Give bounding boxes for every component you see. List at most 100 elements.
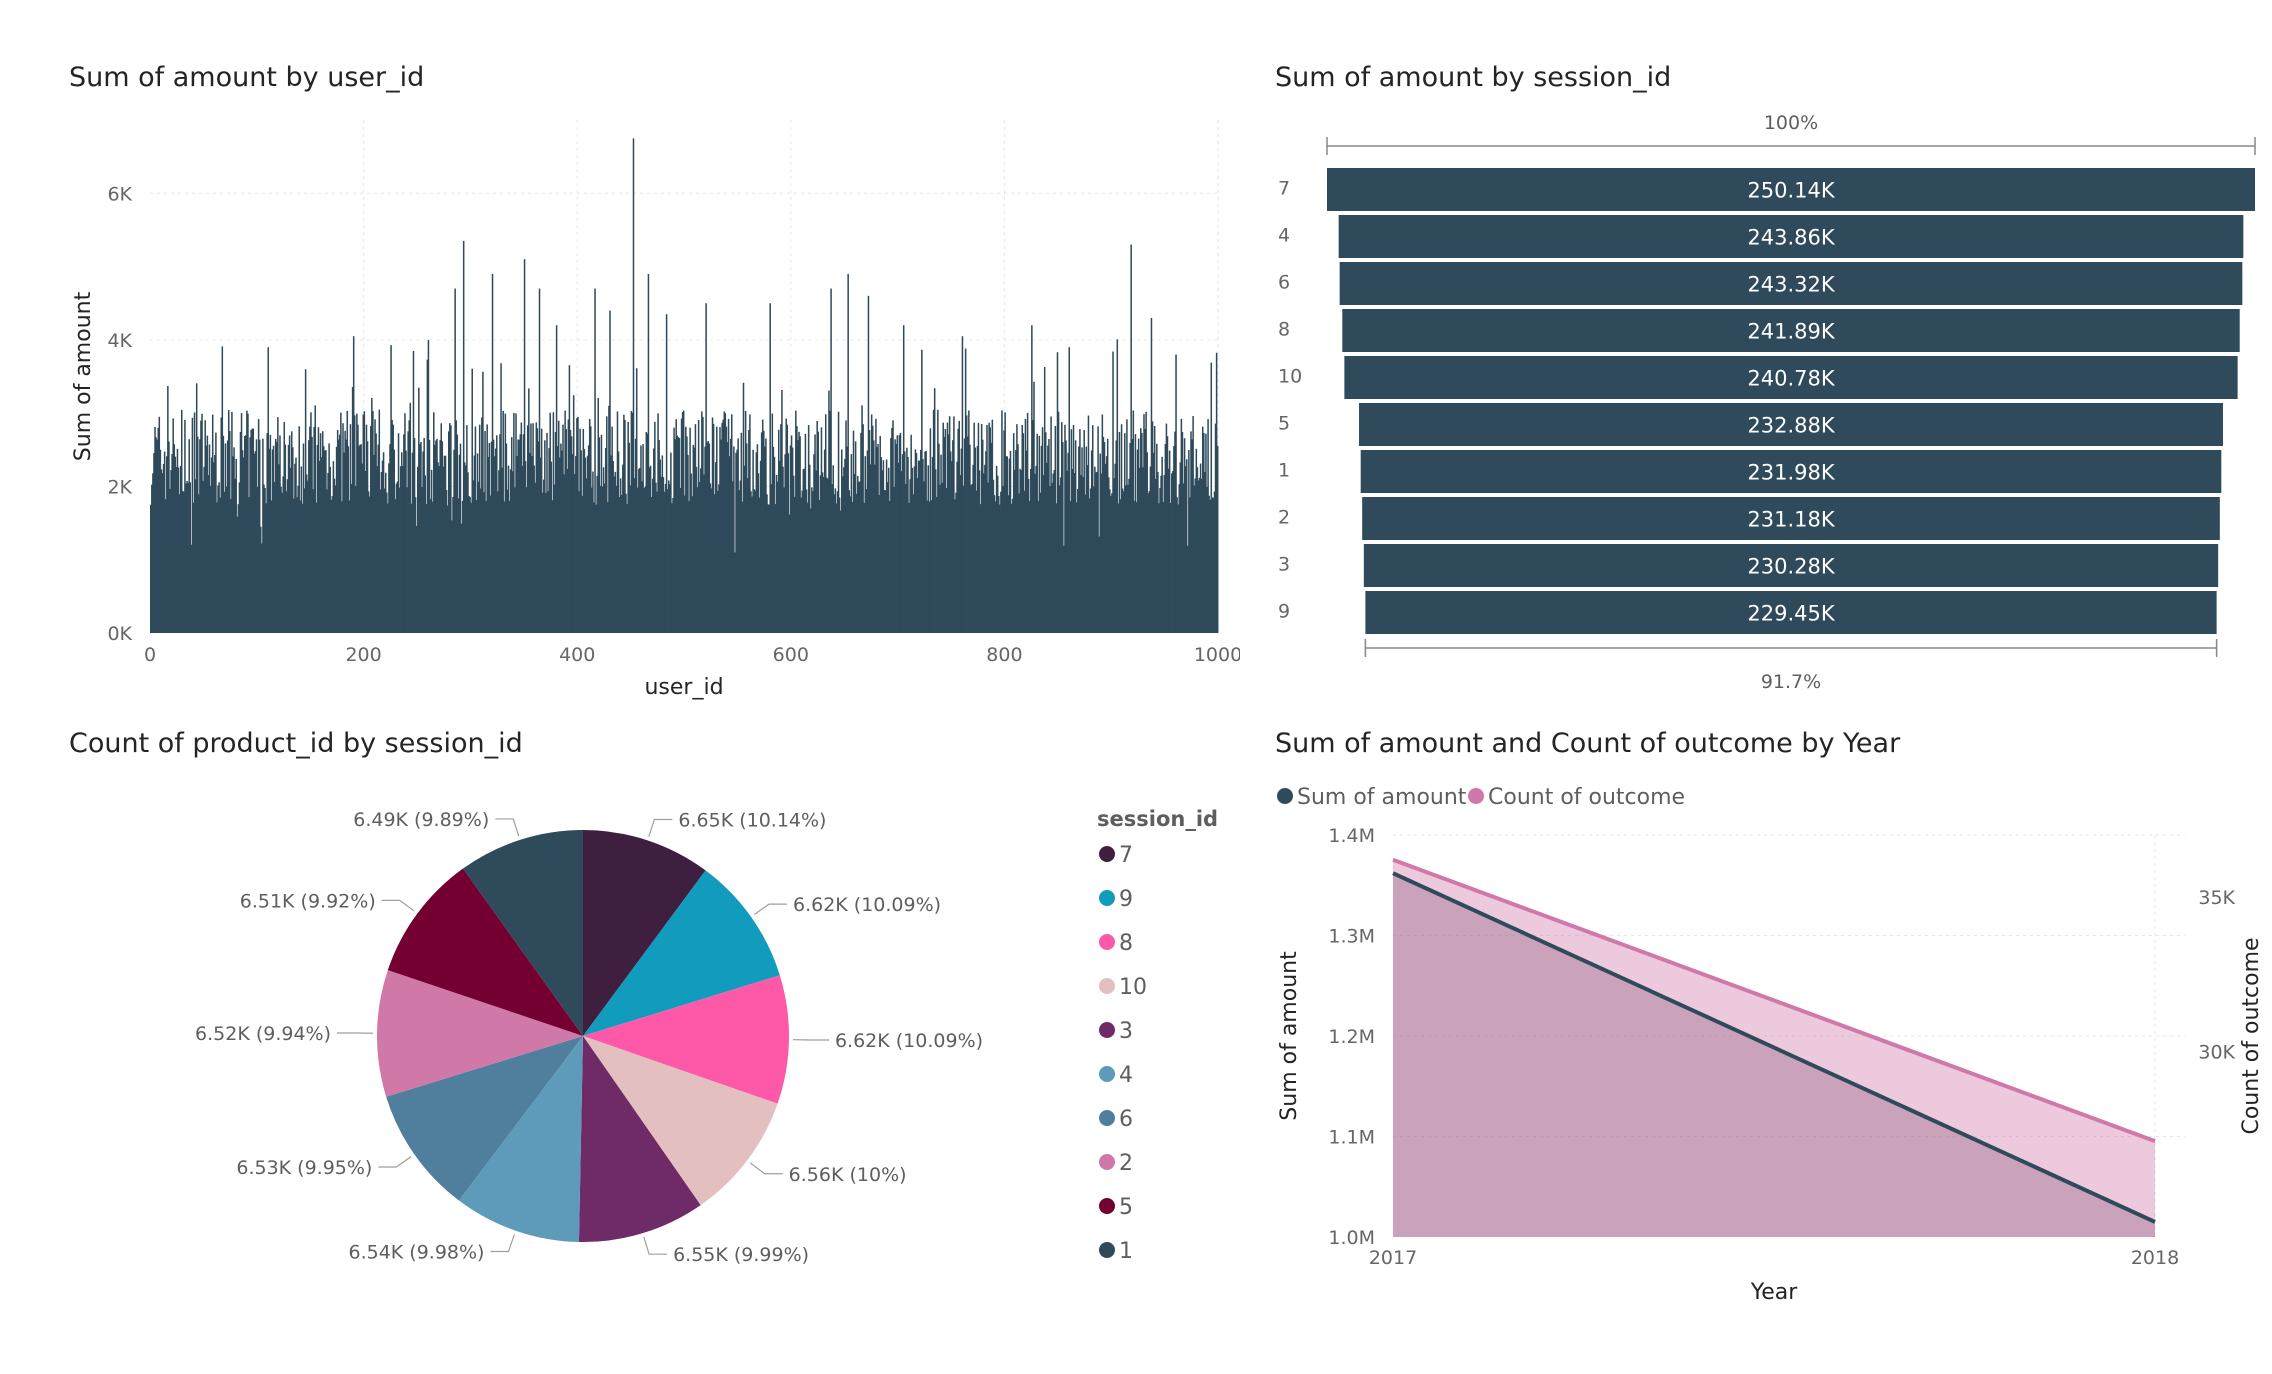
bar	[640, 445, 642, 633]
bar	[923, 481, 925, 633]
bar	[373, 454, 375, 633]
bar-group	[150, 138, 1219, 634]
bar	[889, 501, 891, 633]
bar	[690, 473, 692, 633]
bar	[598, 437, 601, 633]
bar	[407, 431, 409, 633]
bar	[1119, 499, 1122, 633]
bar	[398, 487, 401, 633]
pie-data-label: 6.56K (10%)	[789, 1164, 907, 1186]
bar	[163, 451, 166, 633]
bar	[907, 456, 909, 633]
bar	[176, 448, 179, 633]
bar	[658, 440, 660, 633]
bar	[782, 466, 784, 633]
bar	[362, 414, 365, 633]
bar	[576, 418, 578, 633]
bar	[1187, 545, 1189, 633]
bar	[720, 439, 722, 633]
bar	[274, 438, 277, 633]
bar	[1091, 425, 1094, 633]
bar	[770, 484, 773, 633]
bar	[958, 420, 960, 633]
bar	[864, 456, 867, 633]
bar	[615, 485, 618, 633]
bar	[211, 414, 214, 633]
bar	[154, 426, 156, 633]
bar	[733, 446, 735, 633]
bar	[507, 465, 510, 633]
bar	[1134, 434, 1137, 633]
y-tick-label: 6K	[107, 183, 132, 205]
bar	[579, 428, 581, 633]
bar	[927, 465, 930, 633]
bar	[787, 453, 790, 633]
bar	[317, 427, 320, 633]
bar	[689, 427, 691, 633]
bar	[1067, 452, 1069, 633]
bar	[811, 487, 813, 633]
legend-marker	[1099, 1154, 1115, 1170]
y-tick-label: 2K	[107, 476, 132, 498]
bar	[545, 492, 547, 633]
bar	[348, 500, 351, 633]
bar	[480, 488, 482, 633]
pie-leader-line	[753, 903, 788, 916]
bar	[378, 409, 381, 633]
bar	[1125, 485, 1127, 633]
bar	[1129, 442, 1131, 633]
bar	[704, 446, 706, 633]
bar	[235, 458, 237, 633]
bar	[1209, 499, 1211, 633]
pie-leader-line	[495, 818, 520, 837]
bar	[629, 485, 632, 633]
bar	[269, 434, 272, 633]
legend-label: 3	[1119, 1019, 1133, 1044]
user-bar-chart: 0K 2K 4K 6K 0 200 400 600 800 1000 user_id Sum of a…	[71, 120, 1240, 700]
legend-marker	[1468, 788, 1484, 804]
bar	[469, 497, 471, 633]
pie-leader-line	[381, 899, 415, 912]
bar	[837, 411, 840, 633]
bar	[367, 491, 370, 633]
bar	[712, 423, 715, 633]
pie-slice	[387, 868, 583, 1036]
bar	[1180, 418, 1183, 633]
bar	[1185, 459, 1188, 633]
pie-slice	[583, 975, 789, 1104]
x-axis-title: user_id	[644, 675, 723, 700]
bar	[894, 439, 896, 633]
bar	[971, 484, 973, 633]
bar	[405, 450, 407, 633]
bar	[438, 466, 440, 633]
bar	[549, 412, 551, 633]
bar	[847, 273, 849, 633]
bar	[303, 488, 306, 633]
line-count-of-outcome	[1392, 857, 2156, 1144]
bar	[239, 431, 242, 633]
legend-marker	[1099, 1242, 1115, 1258]
bar	[256, 486, 259, 633]
y2-axis-title: Count of outcome	[2239, 937, 2264, 1134]
pie-data-label: 6.62K (10.09%)	[835, 1030, 983, 1052]
bar	[740, 432, 743, 633]
bar	[1195, 448, 1198, 633]
bar	[502, 410, 504, 633]
bar	[193, 412, 196, 633]
bar	[952, 440, 954, 633]
bar	[693, 447, 696, 633]
bar	[365, 424, 368, 633]
bar	[263, 484, 265, 633]
bar	[323, 446, 325, 633]
bar	[1142, 467, 1144, 633]
bar	[152, 473, 154, 633]
bar	[218, 482, 220, 633]
bar	[456, 434, 459, 633]
bar	[517, 439, 519, 633]
bar	[890, 438, 892, 633]
funnel-category-label: 10	[1278, 366, 1302, 388]
bar	[452, 496, 454, 633]
bar	[433, 412, 435, 633]
bar	[929, 428, 932, 633]
bar	[529, 452, 531, 633]
